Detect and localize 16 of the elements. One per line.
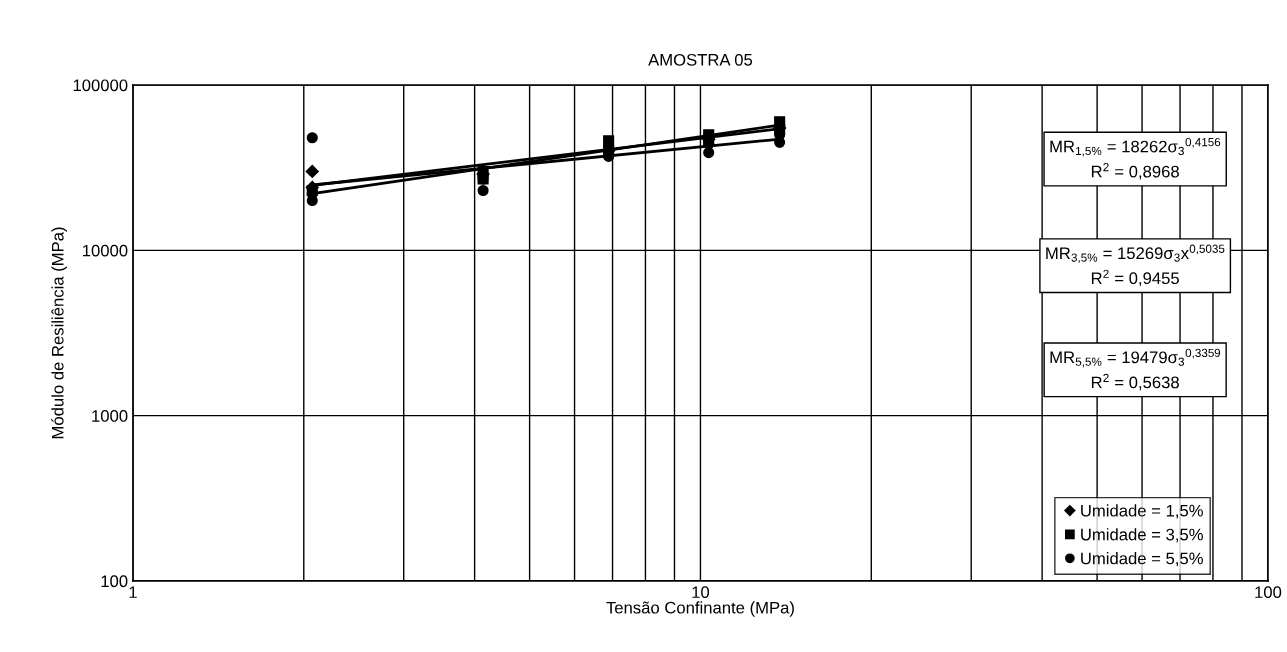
text: MR$_{3,5%}$ = 15269σ$_{3}$x$^{0,5035}$ R$^{2}$ = 0,9455 xyxy=(1046,244,1225,287)
x-axis-title: Tensão Confinante (MPa) xyxy=(606,601,794,617)
x-tick-label: 1 xyxy=(129,586,137,598)
text: MR$_{1,5%}$ = 18262σ$_{3}$$^{0,4156}$ R$^{2}$ = 0,8968 xyxy=(1050,137,1221,180)
legend-label: Umidade = 3,5% xyxy=(1081,528,1203,543)
x-tick-label: 100 xyxy=(1255,586,1282,599)
y-tick-label: 10000 xyxy=(83,244,128,257)
y-tick-label: 100 xyxy=(101,575,128,588)
text: MR$_{5,5%}$ = 19479σ$_{3}$$^{0,3359}$ R$^{2}$ = 0,5638 xyxy=(1050,348,1221,391)
x-tick-label: 10 xyxy=(692,586,710,599)
chart-title: AMOSTRA 05 xyxy=(648,53,753,66)
legend-label: Umidade = 1,5% xyxy=(1081,504,1203,519)
y-tick-label: 100000 xyxy=(73,79,128,92)
y-axis-title: Módulo de Resiliência (MPa) xyxy=(51,227,67,439)
legend-label: Umidade = 5,5% xyxy=(1081,552,1203,567)
y-tick-label: 1000 xyxy=(92,410,128,422)
